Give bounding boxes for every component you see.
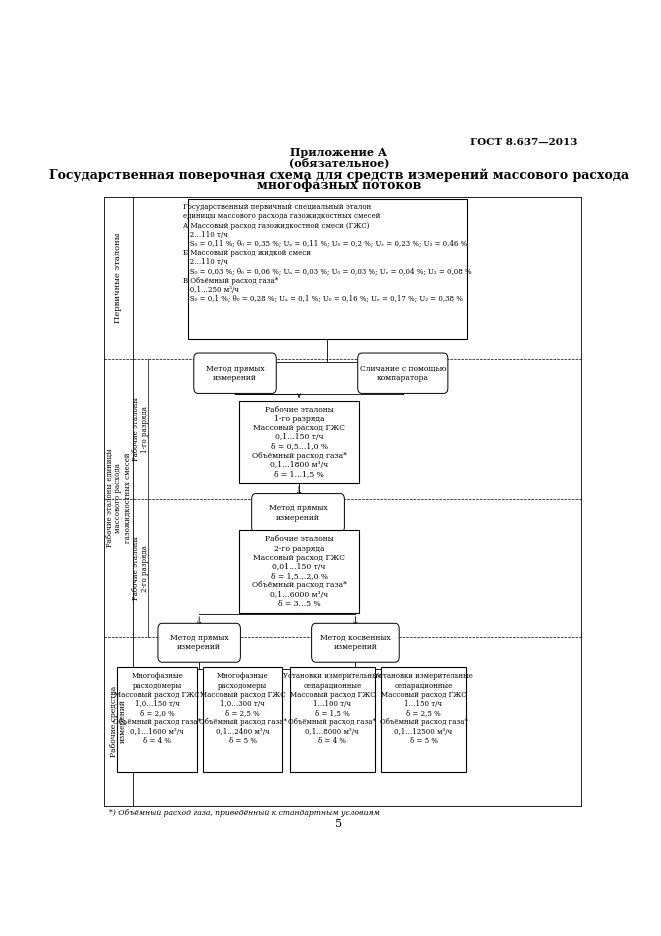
Text: Рабочие средства
измерений: Рабочие средства измерений — [110, 686, 127, 757]
Bar — [118, 667, 197, 772]
Text: *) Объёмный расход газа, приведённый к стандартным условиям: *) Объёмный расход газа, приведённый к с… — [109, 810, 380, 817]
Bar — [381, 667, 466, 772]
Text: Многофазные
расходомеры
Массовый расход ГЖС
1,0…150 т/ч
δ = 2,0 %
Объёмный расхо: Многофазные расходомеры Массовый расход … — [113, 672, 201, 745]
Text: многофазных потоков: многофазных потоков — [256, 180, 421, 192]
Text: Первичные эталоны: Первичные эталоны — [114, 233, 122, 323]
Bar — [239, 531, 360, 613]
Text: Рабочие эталоны
2-го разряда
Массовый расход ГЖС
0,01…150 т/ч
δ = 1,5…2,0 %
Объё: Рабочие эталоны 2-го разряда Массовый ра… — [252, 535, 346, 607]
Bar — [290, 667, 375, 772]
FancyBboxPatch shape — [158, 623, 241, 663]
Bar — [188, 198, 467, 340]
FancyBboxPatch shape — [311, 623, 399, 663]
Text: (обязательное): (обязательное) — [289, 157, 389, 168]
Text: Рабочие эталоны
1-го разряда: Рабочие эталоны 1-го разряда — [132, 397, 149, 461]
Text: ГОСТ 8.637—2013: ГОСТ 8.637—2013 — [469, 139, 577, 147]
Text: Установки измерительные
сепарационные
Массовый расход ГЖС
1…150 т/ч
δ = 2,5 %
Об: Установки измерительные сепарационные Ма… — [374, 672, 473, 745]
Text: Рабочие эталоны
1-го разряда
Массовый расход ГЖС
0,1…150 т/ч
δ = 0,5…1,0 %
Объём: Рабочие эталоны 1-го разряда Массовый ра… — [252, 405, 346, 478]
Bar — [203, 667, 282, 772]
Bar — [239, 401, 360, 484]
FancyBboxPatch shape — [358, 353, 448, 393]
Text: Государственный первичный специальный эталон
единицы массового расхода газожидко: Государственный первичный специальный эт… — [183, 203, 471, 303]
Text: 5: 5 — [335, 819, 342, 829]
Text: Многофазные
расходомеры
Массовый расход ГЖС
1,0…300 т/ч
δ = 2,5 %
Объёмный расхо: Многофазные расходомеры Массовый расход … — [199, 672, 287, 745]
Text: Метод прямых
измерений: Метод прямых измерений — [206, 365, 264, 382]
Text: Государственная поверочная схема для средств измерений массового расхода: Государственная поверочная схема для сре… — [49, 168, 629, 182]
Text: Установки измерительные
сепарационные
Массовый расход ГЖС
1…100 т/ч
δ = 1,5 %
Об: Установки измерительные сепарационные Ма… — [283, 672, 382, 745]
Text: Метод прямых
измерений: Метод прямых измерений — [269, 505, 327, 521]
Text: Рабочие эталоны единицы
массового расхода
газожидкостных смесей: Рабочие эталоны единицы массового расход… — [105, 448, 132, 548]
Text: Метод косвенных
измерений: Метод косвенных измерений — [320, 635, 391, 651]
FancyBboxPatch shape — [194, 353, 276, 393]
FancyBboxPatch shape — [252, 493, 344, 533]
Text: Метод прямых
измерений: Метод прямых измерений — [170, 635, 229, 651]
Text: Сличание с помощью
компаратора: Сличание с помощью компаратора — [360, 365, 446, 382]
Text: Рабочие эталоны
2-го разряда: Рабочие эталоны 2-го разряда — [132, 536, 149, 600]
Text: Приложение А: Приложение А — [290, 147, 387, 158]
